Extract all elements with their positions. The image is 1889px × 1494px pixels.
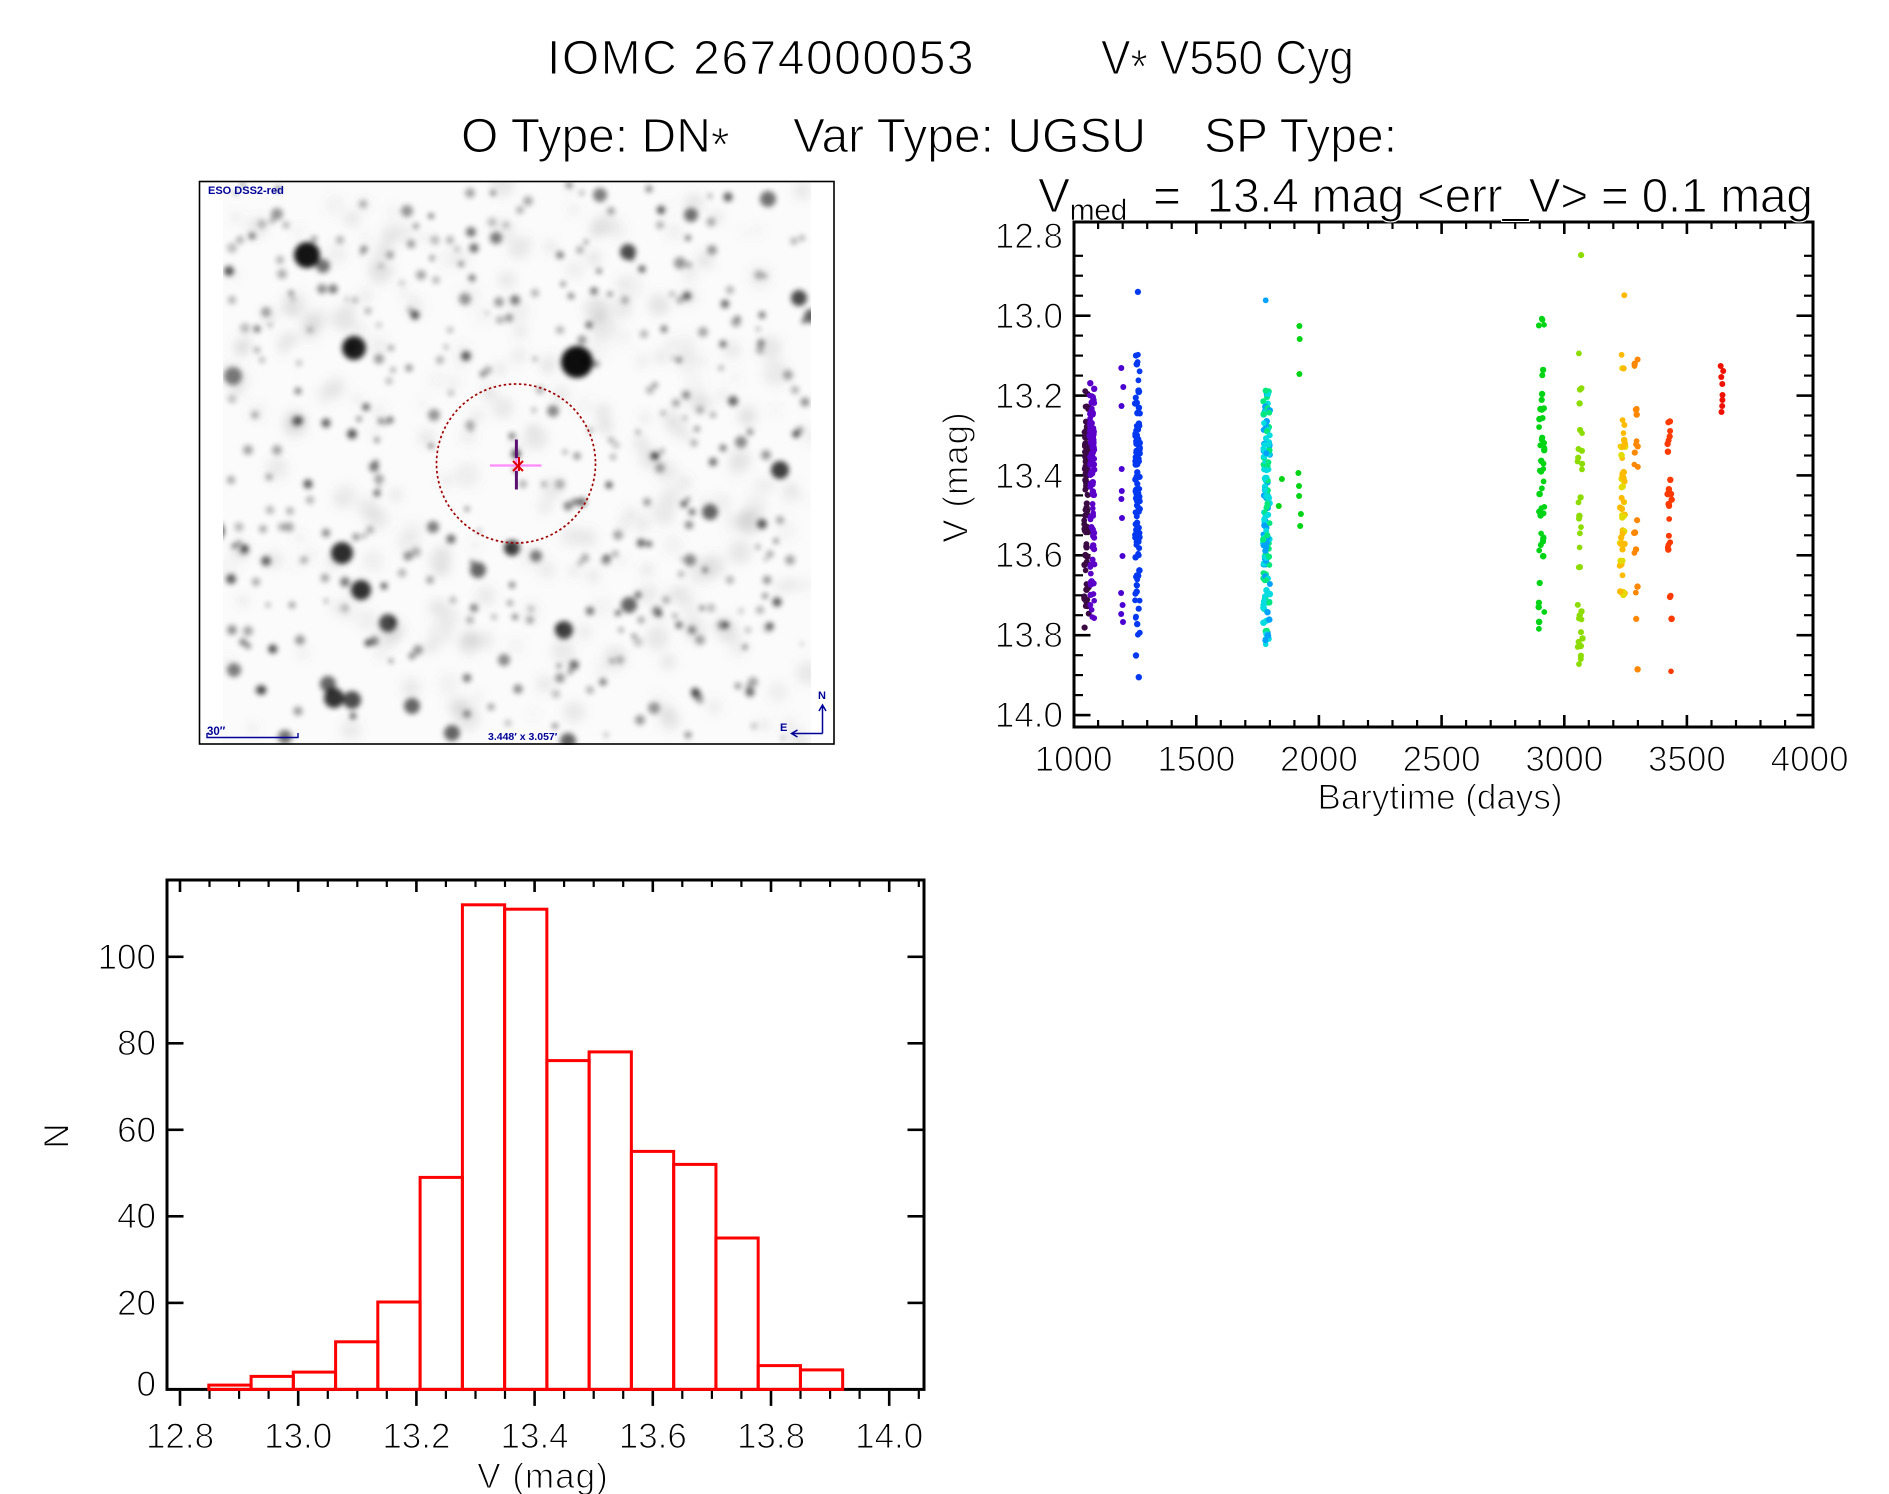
svg-text:ESO DSS2-red: ESO DSS2-red [208, 185, 284, 197]
svg-text:30″: 30″ [207, 726, 226, 738]
svg-text:N: N [818, 690, 826, 702]
svg-text:E: E [780, 722, 787, 734]
svg-text:3.448′ x 3.057′: 3.448′ x 3.057′ [488, 731, 558, 743]
